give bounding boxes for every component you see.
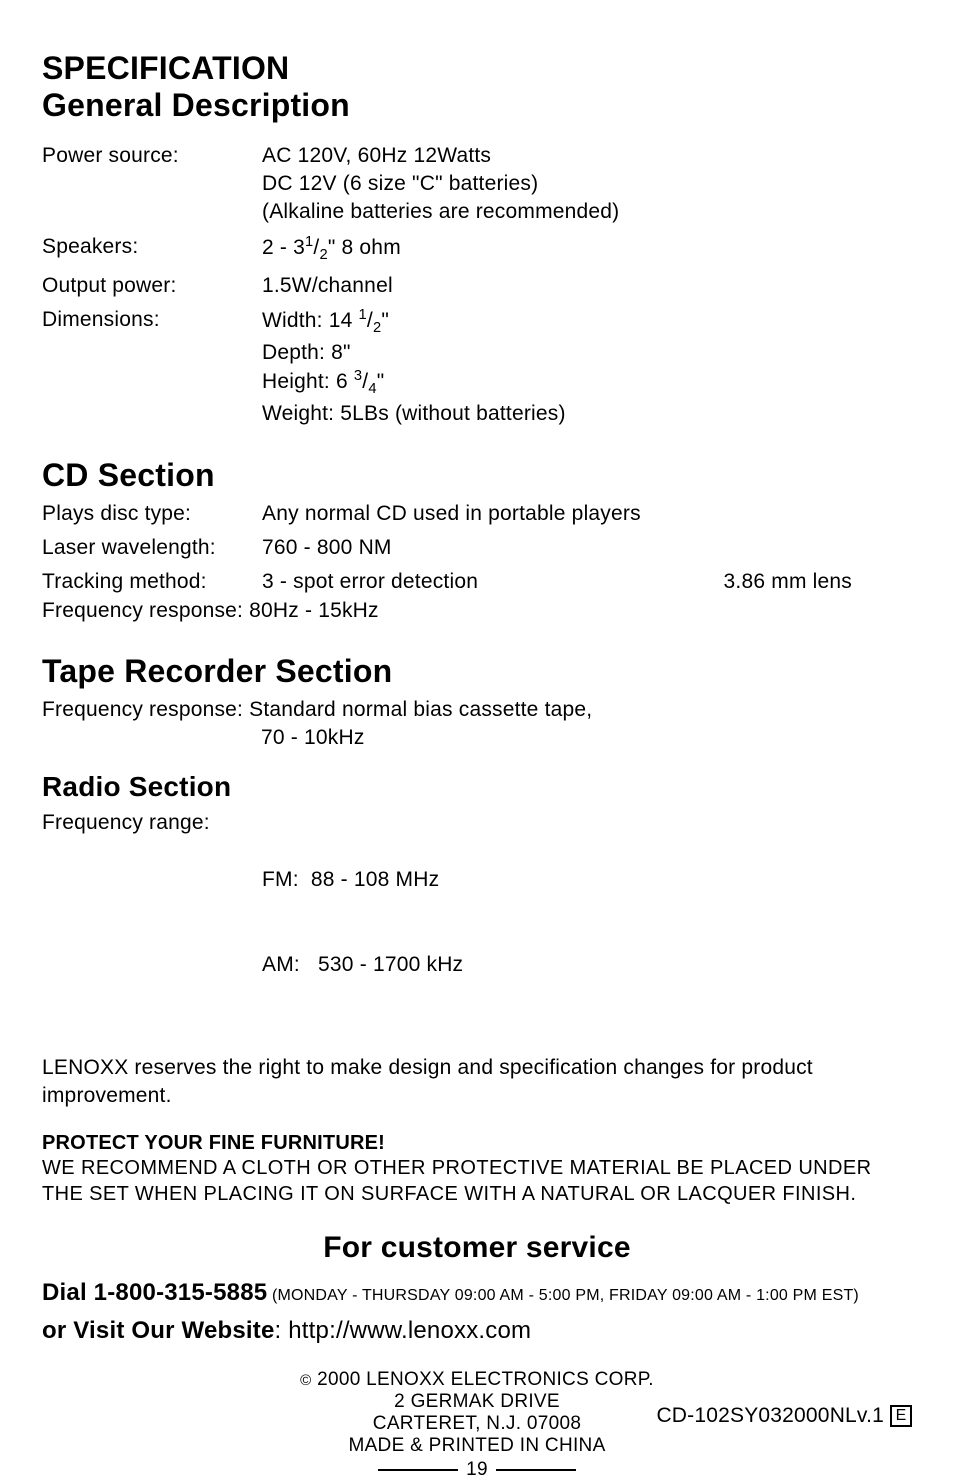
dim-row: Dimensions: Width: 14 1/2" Depth: 8" Hei…: [42, 306, 912, 429]
title-line-2: General Description: [42, 87, 912, 124]
dim-l1a: Width: 14: [262, 309, 359, 332]
dial-tail: (MONDAY - THURSDAY 09:00 AM - 5:00 PM, F…: [267, 1287, 859, 1304]
cd-laser-row: Laser wavelength: 760 - 800 NM: [42, 534, 912, 562]
dim-line2: Depth: 8": [262, 339, 912, 367]
speakers-den: 2: [319, 247, 327, 263]
power-line1: AC 120V, 60Hz 12Watts: [262, 142, 912, 170]
radio-label: Frequency range:: [42, 809, 262, 1036]
speakers-pre: 2 - 3: [262, 236, 305, 259]
cd-freq-row: Frequency response: 80Hz - 15kHz: [42, 597, 912, 625]
footer-l4: MADE & PRINTED IN CHINA: [42, 1435, 912, 1457]
radio-row: Frequency range: FM: 88 - 108 MHz AM: 53…: [42, 809, 912, 1036]
cd-track-row: Tracking method: 3 - spot error detectio…: [42, 568, 912, 596]
speakers-label: Speakers:: [42, 233, 262, 266]
tape-body: Frequency response: Standard normal bias…: [42, 696, 912, 753]
copy-sym: ©: [300, 1372, 311, 1389]
dial-head: Dial 1-800-315-5885: [42, 1279, 267, 1306]
power-value: AC 120V, 60Hz 12Watts DC 12V (6 size "C"…: [262, 142, 912, 227]
tape-l2: 70 - 10kHz: [42, 724, 912, 752]
footer-copy: 2000 LENOXX ELECTRONICS CORP.: [312, 1369, 654, 1390]
radio-am: AM: 530 - 1700 kHz: [262, 951, 912, 979]
cust-heading: For customer service: [42, 1231, 912, 1265]
main-heading: SPECIFICATION General Description: [42, 50, 912, 124]
cd-plays-row: Plays disc type: Any normal CD used in p…: [42, 500, 912, 528]
dim-l3n: 3: [354, 368, 362, 384]
dim-line1: Width: 14 1/2": [262, 306, 912, 339]
visit-tail: : http://www.lenoxx.com: [275, 1317, 532, 1344]
speakers-tail: " 8 ohm: [328, 236, 401, 259]
output-label: Output power:: [42, 272, 262, 300]
radio-heading: Radio Section: [42, 771, 912, 803]
cd-track-method: 3 - spot error detection: [262, 568, 478, 596]
cd-track-lens: 3.86 mm lens: [724, 568, 852, 596]
warn-body: WE RECOMMEND A CLOTH OR OTHER PROTECTIVE…: [42, 1155, 912, 1207]
doc-code-block: CD-102SY032000NLv.1 E: [656, 1404, 912, 1428]
power-row: Power source: AC 120V, 60Hz 12Watts DC 1…: [42, 142, 912, 227]
warn-head: PROTECT YOUR FINE FURNITURE!: [42, 1132, 912, 1155]
visit-head: or Visit Our Website: [42, 1317, 275, 1344]
cd-track-value: 3 - spot error detection 3.86 mm lens: [262, 568, 912, 596]
e-box-icon: E: [890, 1405, 912, 1427]
title-line-1: SPECIFICATION: [42, 50, 912, 87]
power-line2: DC 12V (6 size "C" batteries): [262, 170, 912, 198]
dim-line3: Height: 6 3/4": [262, 367, 912, 400]
rule-left-icon: [378, 1469, 458, 1471]
doc-code: CD-102SY032000NLv.1: [656, 1404, 884, 1428]
tape-heading: Tape Recorder Section: [42, 653, 912, 690]
footer-l1: © 2000 LENOXX ELECTRONICS CORP.: [42, 1369, 912, 1391]
dim-label: Dimensions:: [42, 306, 262, 429]
dim-l1b: ": [381, 309, 389, 332]
page-number: 19: [466, 1459, 488, 1481]
cd-freq: Frequency response: 80Hz - 15kHz: [42, 597, 379, 625]
output-row: Output power: 1.5W/channel: [42, 272, 912, 300]
page-row: 19: [42, 1459, 912, 1481]
dim-value: Width: 14 1/2" Depth: 8" Height: 6 3/4" …: [262, 306, 912, 429]
radio-value: FM: 88 - 108 MHz AM: 530 - 1700 kHz: [262, 809, 912, 1036]
dim-l3d: 4: [368, 382, 376, 398]
radio-fm: FM: 88 - 108 MHz: [262, 866, 912, 894]
speakers-row: Speakers: 2 - 31/2" 8 ohm: [42, 233, 912, 266]
cd-heading: CD Section: [42, 457, 912, 494]
dim-l3b: ": [377, 370, 385, 393]
cd-track-label: Tracking method:: [42, 568, 262, 596]
design-note: LENOXX reserves the right to make design…: [42, 1054, 912, 1111]
tape-l1: Frequency response: Standard normal bias…: [42, 696, 912, 724]
visit-line: or Visit Our Website: http://www.lenoxx.…: [42, 1317, 912, 1345]
dial-line: Dial 1-800-315-5885 (MONDAY - THURSDAY 0…: [42, 1279, 912, 1307]
power-label: Power source:: [42, 142, 262, 227]
spec-page: SPECIFICATION General Description Power …: [0, 0, 954, 1453]
cd-laser-label: Laser wavelength:: [42, 534, 262, 562]
cd-laser-value: 760 - 800 NM: [262, 534, 912, 562]
dim-l1n: 1: [359, 307, 367, 323]
rule-right-icon: [496, 1469, 576, 1471]
dim-line4: Weight: 5LBs (without batteries): [262, 400, 912, 428]
output-value: 1.5W/channel: [262, 272, 912, 300]
dim-l3a: Height: 6: [262, 370, 354, 393]
cd-plays-value: Any normal CD used in portable players: [262, 500, 912, 528]
speakers-value: 2 - 31/2" 8 ohm: [262, 233, 912, 266]
power-line3: (Alkaline batteries are recommended): [262, 198, 912, 226]
cd-plays-label: Plays disc type:: [42, 500, 262, 528]
